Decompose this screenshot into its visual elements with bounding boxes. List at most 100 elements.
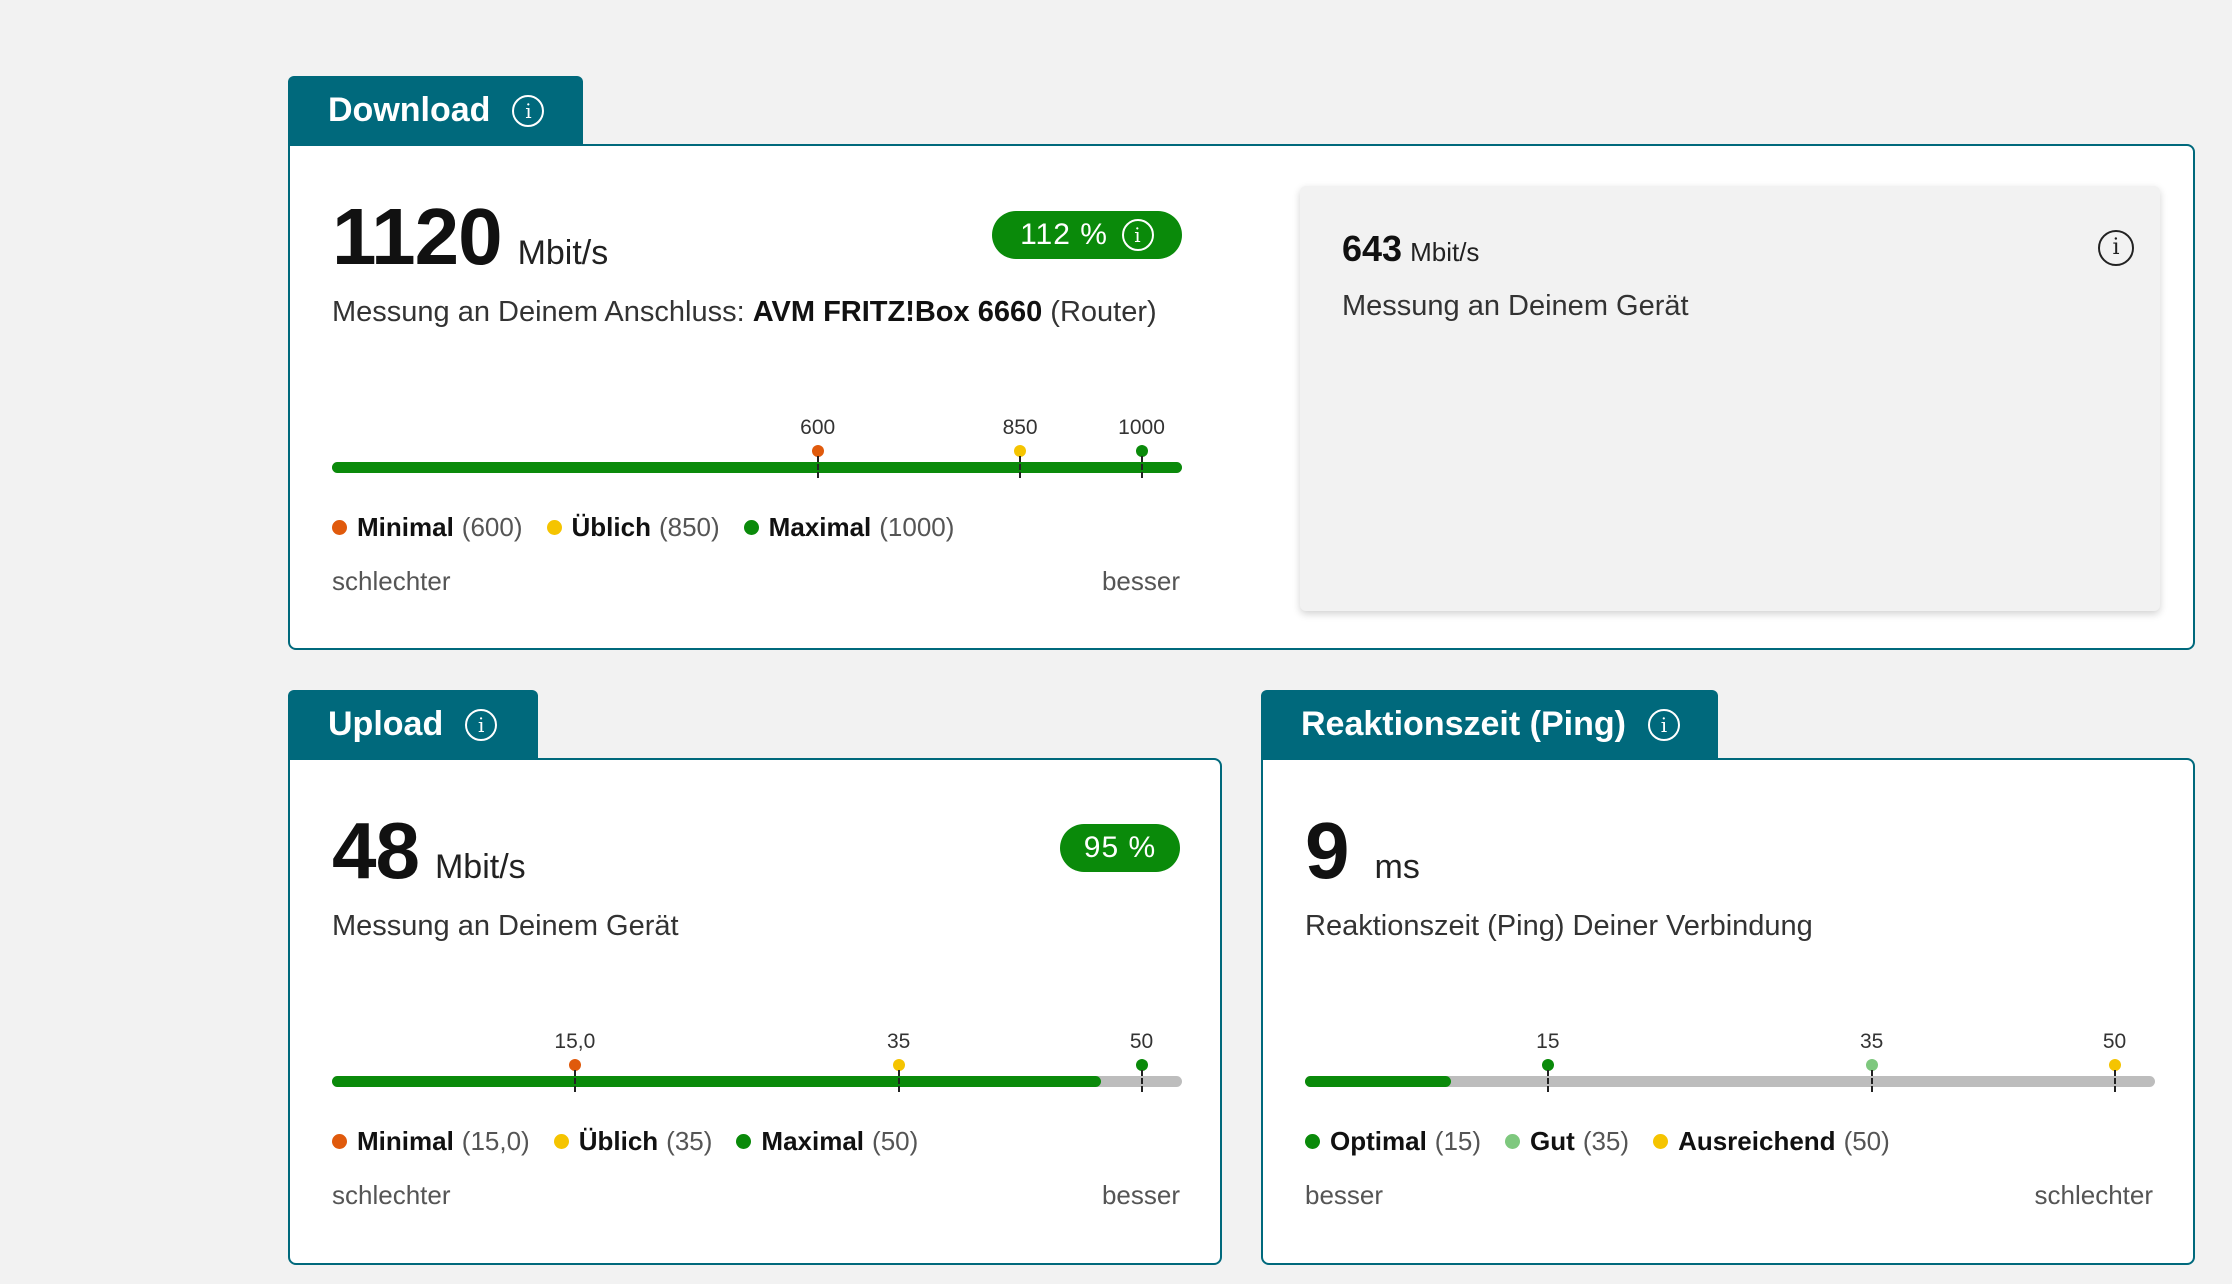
ping-tick-mark: [1870, 1070, 1873, 1092]
upload-tab: Upload i: [288, 690, 538, 759]
ping-tick-dot: [1541, 1059, 1554, 1071]
ping-tick-dot: [1865, 1059, 1878, 1071]
ping-legend-value: (35): [1582, 1126, 1630, 1156]
upload-better-label: besser: [1101, 1180, 1180, 1210]
ping-scale: 15 35 50: [1305, 1030, 2155, 1100]
download-tick-label: 1000: [1118, 416, 1165, 439]
ping-value: 9: [1305, 806, 1349, 895]
ping-card: 9 ms Reaktionszeit (Ping) Deiner Verbind…: [1261, 758, 2195, 1265]
upload-tick-mark: [897, 1070, 900, 1092]
ping-legend-item: Optimal (15): [1305, 1126, 1481, 1157]
upload-legend-value: (35): [666, 1126, 713, 1156]
ping-legend-dot: [1653, 1134, 1669, 1149]
ping-better-label: besser: [1305, 1180, 1384, 1210]
upload-legend-name: Maximal: [761, 1126, 865, 1156]
upload-tick-label: 35: [886, 1030, 911, 1053]
download-tick-mark: [816, 456, 819, 478]
download-legend: Minimal (600) Üblich (850) Maximal (1000): [332, 512, 978, 543]
upload-tick-mark: [573, 1070, 576, 1092]
ping-tab: Reaktionszeit (Ping) i: [1261, 690, 1718, 759]
info-icon[interactable]: i: [1121, 219, 1154, 251]
upload-percent-badge: 95 %: [1060, 824, 1180, 872]
download-track: [332, 462, 1182, 473]
upload-legend-dot: [332, 1134, 347, 1149]
upload-tick-label: 15,0: [554, 1030, 596, 1053]
upload-tick-mark: [1140, 1070, 1143, 1092]
info-icon[interactable]: i: [512, 94, 545, 127]
device-value: 643: [1342, 228, 1403, 269]
device-measurement-panel: 643 Mbit/s Messung an Deinem Gerät i: [1300, 186, 2160, 611]
upload-legend: Minimal (15,0) Üblich (35) Maximal (50): [332, 1126, 942, 1157]
ping-tick-mark: [1546, 1070, 1549, 1092]
ping-legend-value: (50): [1843, 1126, 1890, 1156]
download-better-label: besser: [1101, 566, 1180, 596]
ping-legend-dot: [1505, 1134, 1521, 1149]
download-legend-item: Üblich (850): [546, 512, 720, 543]
upload-tick-label: 50: [1129, 1030, 1154, 1053]
download-legend-item: Minimal (600): [332, 512, 523, 543]
upload-value-row: 48 Mbit/s: [332, 805, 526, 897]
download-tab: Download i: [288, 76, 583, 145]
download-worse-label: schlechter: [332, 566, 451, 596]
upload-legend-value: (15,0): [461, 1126, 530, 1156]
download-percent: 112 %: [1020, 218, 1108, 251]
ping-tick-label: 35: [1859, 1030, 1884, 1053]
ping-title: Reaktionszeit (Ping): [1301, 705, 1626, 743]
download-legend-name: Üblich: [571, 512, 651, 542]
upload-tick-dot: [1135, 1059, 1148, 1071]
upload-tick-dot: [568, 1059, 581, 1071]
info-icon[interactable]: i: [2098, 230, 2134, 266]
download-tick-mark: [1019, 456, 1022, 478]
upload-worse-label: schlechter: [332, 1180, 451, 1210]
download-desc-suffix: (Router): [1042, 296, 1157, 328]
ping-description: Reaktionszeit (Ping) Deiner Verbindung: [1305, 910, 1813, 942]
download-tick-dot: [811, 445, 824, 457]
download-tick-mark: [1140, 456, 1143, 478]
ping-worse-label: schlechter: [2034, 1180, 2154, 1210]
upload-card: 48 Mbit/s 95 % Messung an Deinem Gerät 1…: [288, 758, 1222, 1265]
upload-legend-dot: [736, 1134, 752, 1149]
ping-legend-name: Optimal: [1330, 1126, 1427, 1156]
ping-tick-mark: [2113, 1070, 2116, 1092]
download-desc-prefix: Messung an Deinem Anschluss:: [332, 296, 753, 328]
upload-unit: Mbit/s: [434, 848, 526, 886]
download-value-row: 1120 Mbit/s: [332, 191, 608, 283]
download-legend-dot: [332, 520, 347, 535]
upload-title: Upload: [328, 705, 444, 743]
router-name: AVM FRITZ!Box 6660: [752, 296, 1043, 328]
ping-legend-name: Ausreichend: [1678, 1126, 1836, 1156]
ping-legend-name: Gut: [1530, 1126, 1575, 1156]
upload-legend-name: Minimal: [357, 1126, 454, 1156]
download-legend-item: Maximal (1000): [743, 512, 954, 543]
upload-fill: [332, 1076, 1102, 1087]
upload-description: Messung an Deinem Gerät: [332, 910, 679, 942]
download-unit: Mbit/s: [517, 234, 609, 272]
info-icon[interactable]: i: [1647, 708, 1680, 741]
device-value-row: 643 Mbit/s: [1342, 228, 1479, 270]
download-fill: [332, 462, 1182, 473]
download-card: 1120 Mbit/s 112 % i Messung an Deinem An…: [288, 144, 2195, 650]
ping-legend: Optimal (15) Gut (35) Ausreichend (50): [1305, 1126, 1914, 1157]
upload-legend-item: Minimal (15,0): [332, 1126, 530, 1157]
download-legend-name: Maximal: [768, 512, 872, 542]
upload-legend-name: Üblich: [578, 1126, 659, 1156]
upload-legend-dot: [553, 1134, 569, 1149]
download-legend-value: (600): [461, 512, 523, 542]
upload-legend-value: (50): [872, 1126, 919, 1156]
upload-track: [332, 1076, 1182, 1087]
download-percent-badge[interactable]: 112 % i: [992, 211, 1182, 259]
download-legend-dot: [546, 520, 562, 535]
ping-legend-dot: [1305, 1134, 1320, 1149]
download-tick-label: 600: [800, 416, 836, 439]
upload-scale: 15,0 35 50: [332, 1030, 1182, 1100]
download-tick-dot: [1014, 445, 1027, 457]
info-icon[interactable]: i: [465, 708, 498, 741]
download-legend-name: Minimal: [357, 512, 454, 542]
ping-legend-item: Gut (35): [1505, 1126, 1629, 1157]
ping-fill: [1305, 1076, 1451, 1087]
download-tick-label: 850: [1002, 416, 1038, 439]
device-unit: Mbit/s: [1410, 237, 1480, 267]
upload-value: 48: [332, 806, 420, 895]
ping-tick-label: 15: [1536, 1030, 1560, 1053]
ping-tick-dot: [2108, 1059, 2121, 1071]
